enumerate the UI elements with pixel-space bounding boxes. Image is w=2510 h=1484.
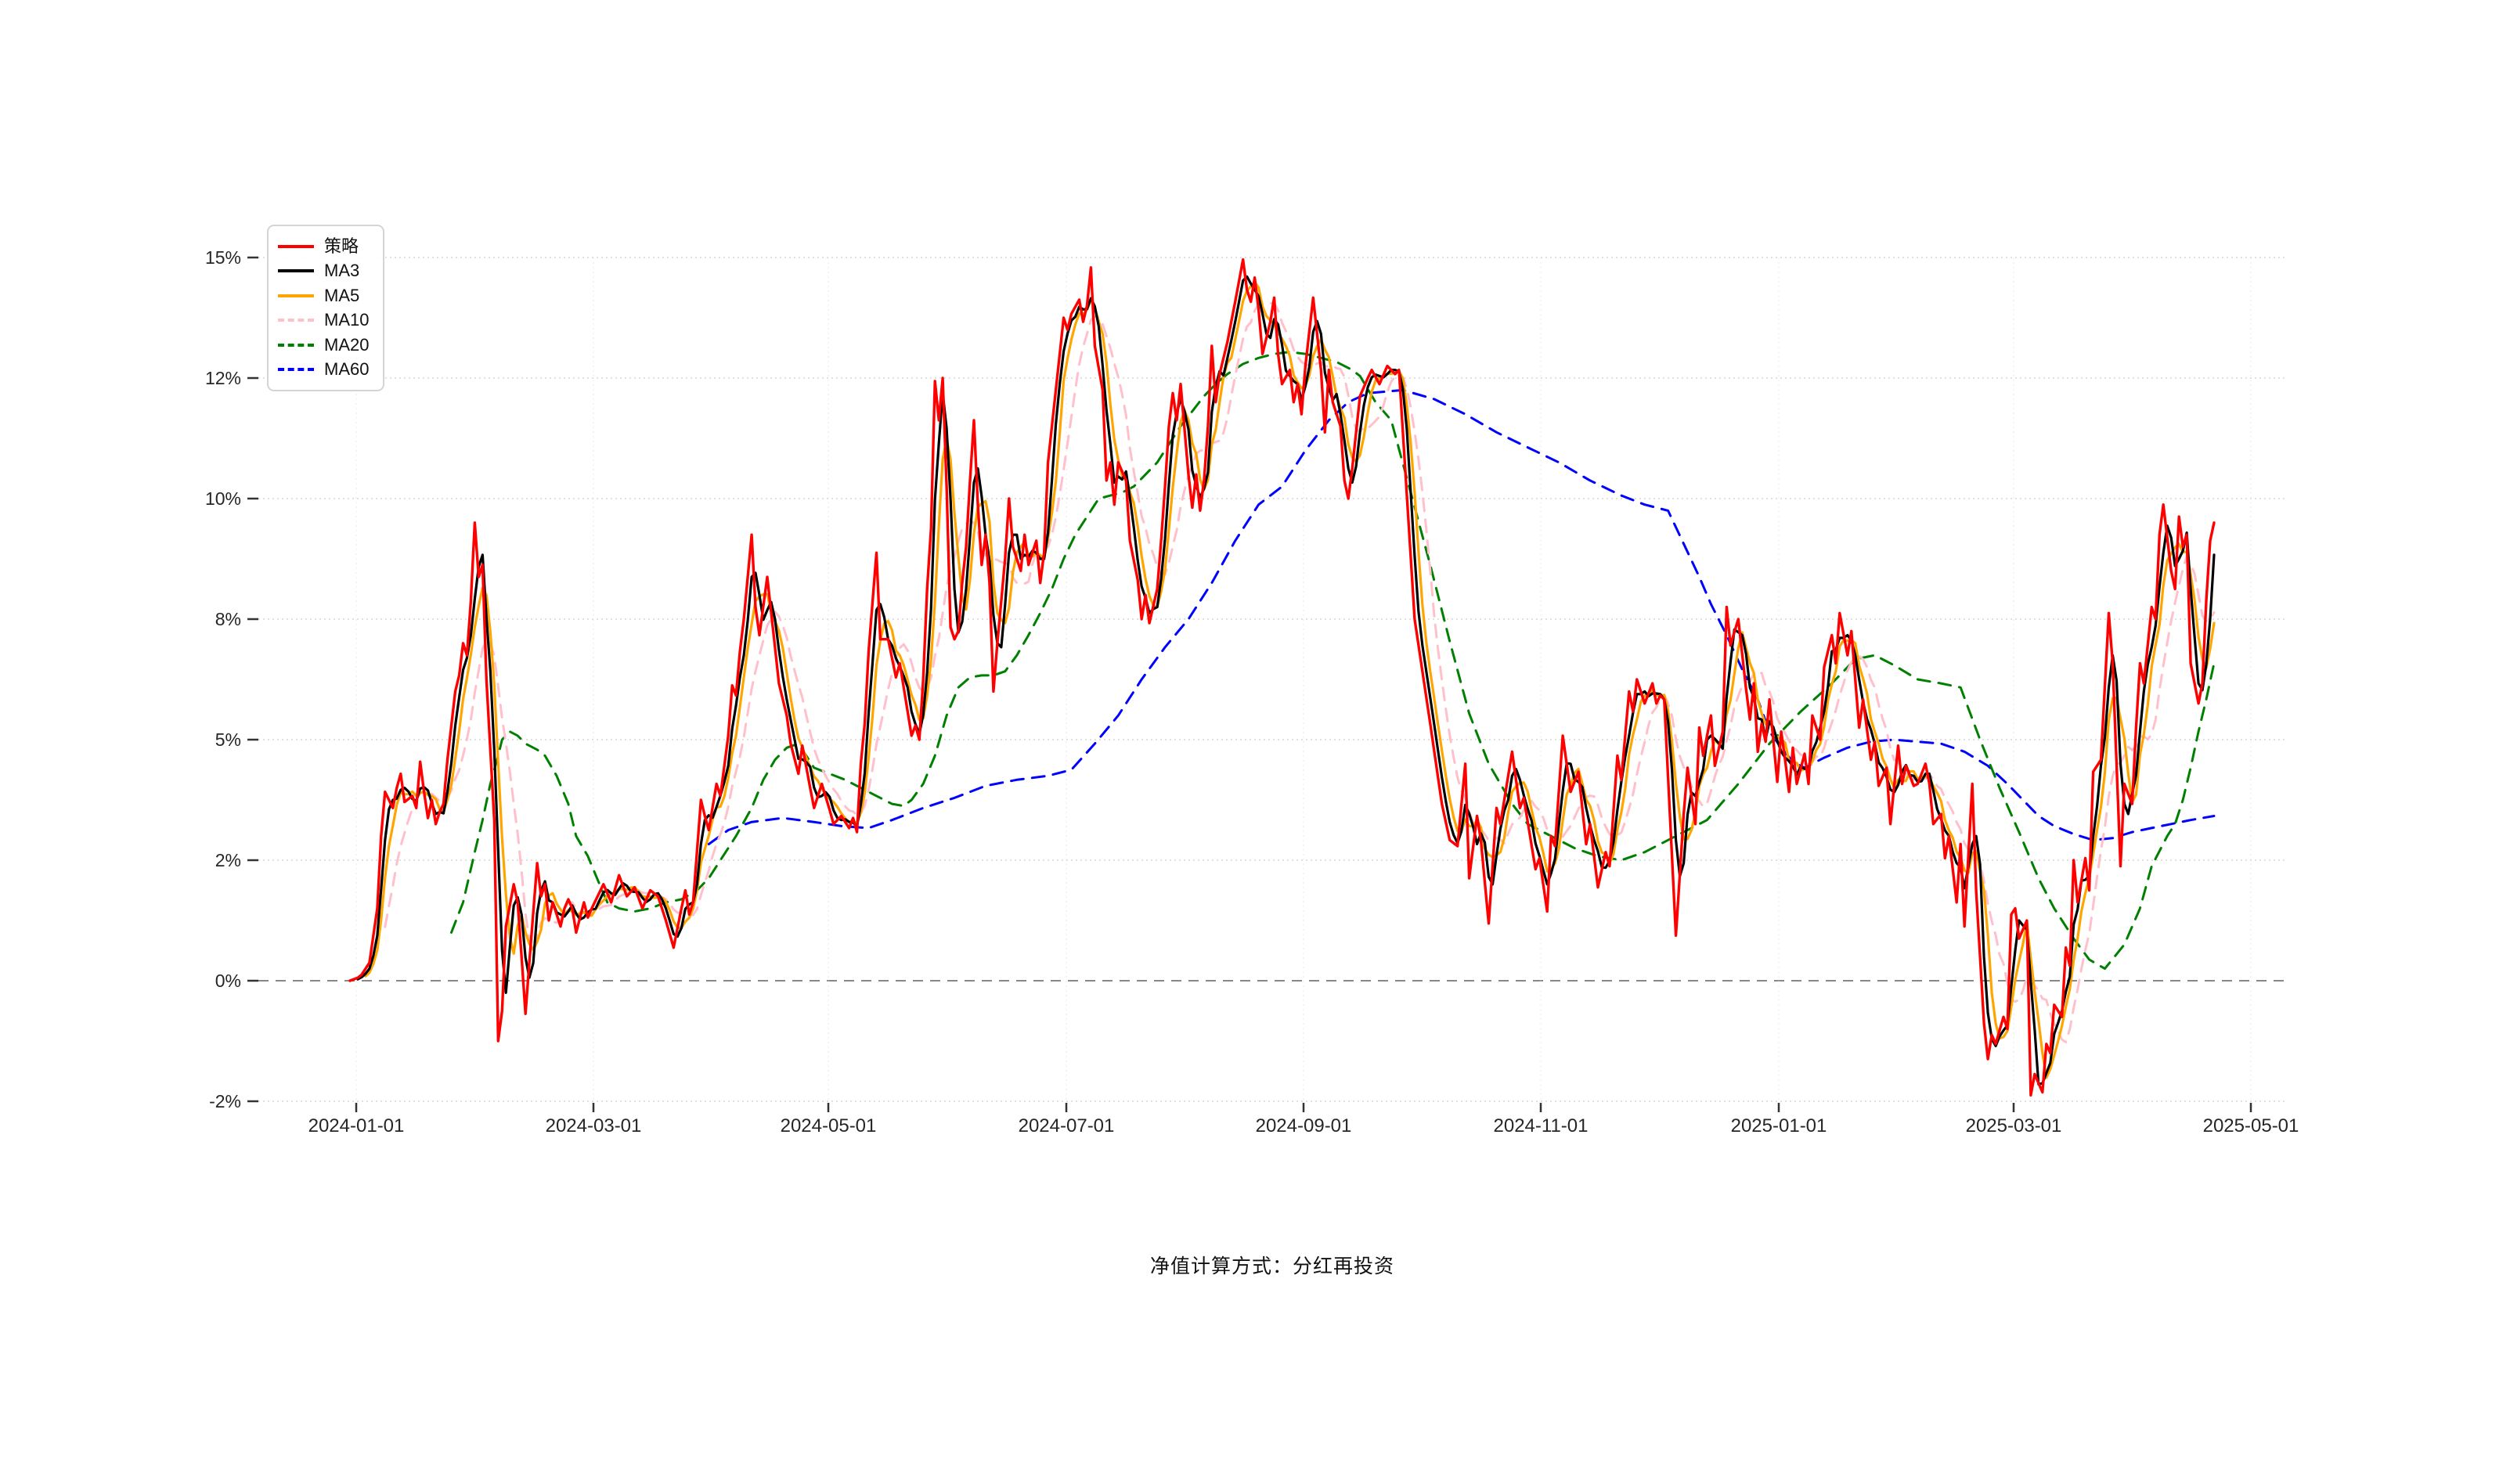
svg-text:2025-03-01: 2025-03-01	[1966, 1115, 2062, 1136]
legend-item-strategy: 策略	[278, 234, 372, 259]
svg-text:10%: 10%	[205, 488, 241, 509]
svg-text:2025-05-01: 2025-05-01	[2203, 1115, 2299, 1136]
svg-text:2024-01-01: 2024-01-01	[308, 1115, 405, 1136]
legend-label-ma60: MA60	[324, 359, 370, 380]
ma10-line-swatch-icon	[278, 319, 314, 322]
legend-label-ma10: MA10	[324, 310, 370, 330]
svg-text:2024-05-01: 2024-05-01	[781, 1115, 877, 1136]
ma60-line-swatch-icon	[278, 368, 314, 372]
legend-item-ma20: MA20	[278, 333, 372, 358]
legend-item-ma5: MA5	[278, 283, 372, 308]
legend-item-ma10: MA10	[278, 308, 372, 333]
strategy-line-swatch-icon	[278, 244, 314, 248]
ma3-line-swatch-icon	[278, 269, 314, 273]
svg-text:2024-09-01: 2024-09-01	[1256, 1115, 1352, 1136]
svg-text:5%: 5%	[215, 729, 241, 750]
svg-text:15%: 15%	[205, 247, 241, 268]
legend-label-ma20: MA20	[324, 334, 370, 355]
svg-text:2024-03-01: 2024-03-01	[546, 1115, 642, 1136]
ma20-line-swatch-icon	[278, 343, 314, 347]
legend-label-ma5: MA5	[324, 285, 360, 305]
legend-label-ma3: MA3	[324, 261, 360, 281]
svg-text:2025-01-01: 2025-01-01	[1731, 1115, 1827, 1136]
nav-calculation-caption: 净值计算方式：分红再投资	[1149, 1255, 1394, 1277]
svg-text:2024-11-01: 2024-11-01	[1494, 1115, 1589, 1136]
legend-label-strategy: 策略	[324, 236, 359, 256]
svg-text:0%: 0%	[215, 971, 241, 991]
ma5-line-swatch-icon	[278, 294, 314, 297]
chart-legend: 策略 MA3 MA5 MA10 MA20 MA60	[267, 225, 384, 391]
svg-text:12%: 12%	[205, 368, 241, 388]
svg-text:2024-07-01: 2024-07-01	[1019, 1115, 1115, 1136]
svg-text:2%: 2%	[215, 850, 241, 870]
svg-text:8%: 8%	[215, 609, 241, 629]
svg-text:-2%: -2%	[209, 1091, 241, 1111]
legend-item-ma3: MA3	[278, 259, 372, 284]
legend-item-ma60: MA60	[278, 358, 372, 383]
